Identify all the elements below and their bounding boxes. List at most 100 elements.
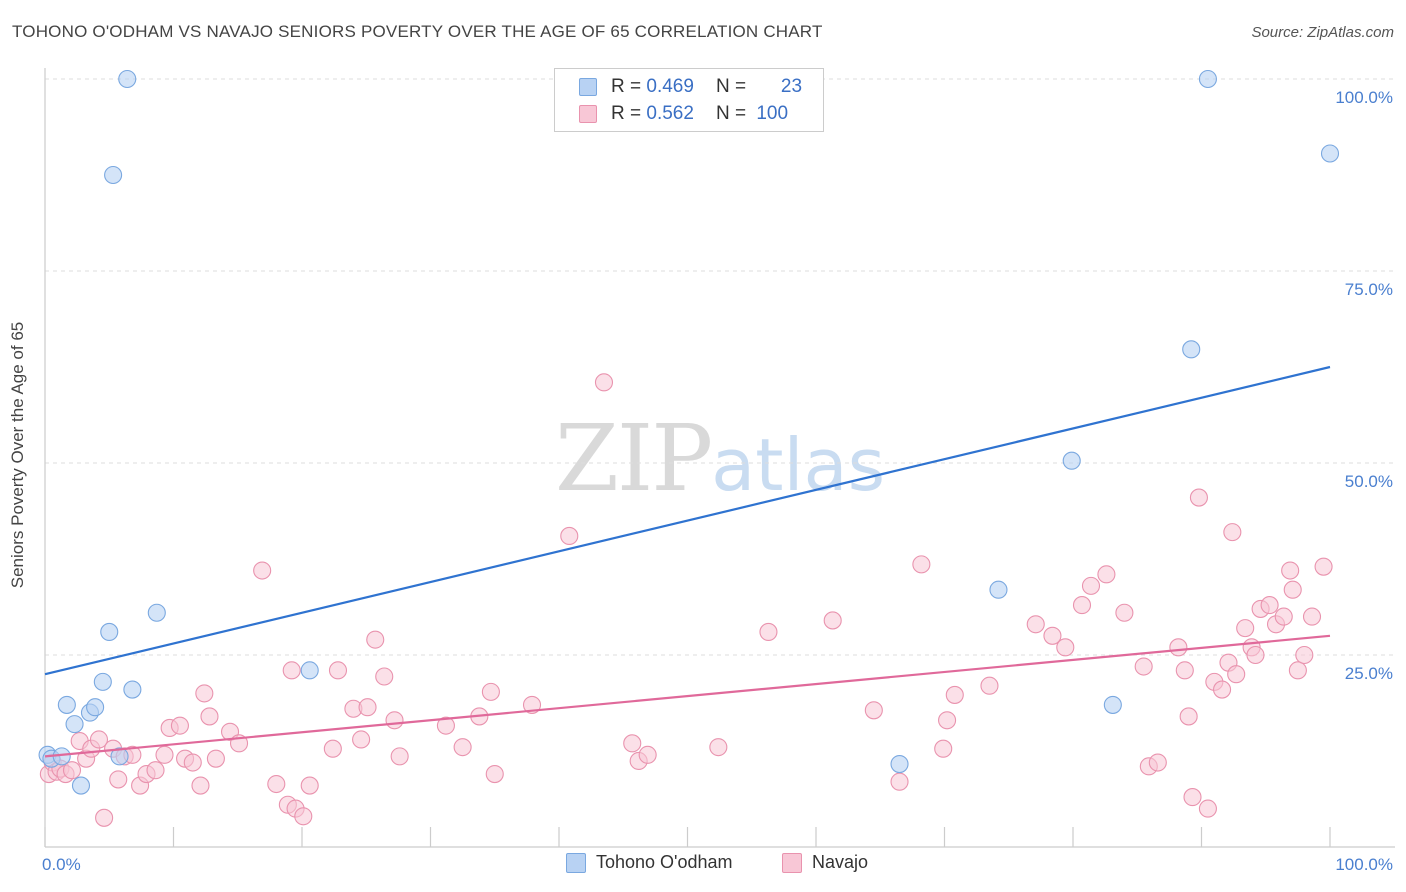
tohono-points <box>38 69 1340 795</box>
navajo-point <box>912 555 931 574</box>
navajo-point <box>638 745 657 764</box>
grid-lines <box>45 78 1395 656</box>
navajo-point <box>183 753 202 772</box>
navajo-point <box>594 373 614 392</box>
legend-r-label: R = <box>611 76 642 97</box>
navajo-point <box>980 676 999 695</box>
navajo-point <box>62 761 82 780</box>
navajo-point <box>267 774 286 794</box>
navajo-point <box>1288 661 1307 680</box>
series-swatch-navajo <box>782 852 802 873</box>
tohono-trend-line <box>44 365 1331 676</box>
tohono-point <box>123 680 142 699</box>
tohono-point <box>110 747 129 766</box>
navajo-point <box>1223 523 1242 542</box>
navajo-point <box>358 698 377 717</box>
legend-swatch-navajo <box>579 105 597 123</box>
navajo-point <box>282 661 301 680</box>
navajo-point <box>170 716 189 735</box>
navajo-point <box>481 682 500 701</box>
navajo-point <box>485 764 504 784</box>
navajo-point <box>1097 565 1116 584</box>
navajo-point <box>1179 707 1198 726</box>
legend-row-navajo: R = 0.562 N = 100 <box>579 102 788 126</box>
series-legend-navajo[interactable]: Navajo <box>782 852 868 873</box>
trend-lines <box>44 365 1331 758</box>
navajo-point <box>934 739 953 758</box>
legend-row-tohono: R = 0.469 N = 23 <box>579 75 802 99</box>
navajo-point <box>200 707 219 726</box>
tohono-point <box>1103 695 1122 714</box>
watermark-zip: ZIP <box>555 405 713 512</box>
navajo-point <box>1043 626 1062 645</box>
navajo-point <box>1072 596 1092 615</box>
navajo-point <box>366 630 385 649</box>
navajo-point <box>146 761 165 780</box>
navajo-point <box>300 776 319 795</box>
y-tick-label: 75.0% <box>1345 280 1393 299</box>
navajo-point <box>1148 753 1167 772</box>
tohono-point <box>300 661 319 680</box>
navajo-point <box>1274 607 1293 626</box>
tohono-point <box>57 695 76 714</box>
navajo-point <box>385 711 404 730</box>
navajo-point <box>453 738 472 757</box>
tohono-point <box>1182 340 1201 359</box>
navajo-point <box>1183 788 1202 807</box>
legend-n-value: 23 <box>780 76 803 97</box>
navajo-point <box>1314 557 1333 576</box>
navajo-point <box>1081 576 1101 595</box>
navajo-point <box>1213 680 1232 699</box>
navajo-point <box>945 685 964 704</box>
navajo-point <box>623 734 642 753</box>
series-legend-tohono[interactable]: Tohono O'odham <box>566 852 733 873</box>
tohono-point <box>1062 451 1081 470</box>
tohono-point <box>1198 69 1217 89</box>
tohono-point <box>93 672 112 691</box>
x-tick-label: 0.0% <box>42 855 81 874</box>
series-legend-label: Navajo <box>812 852 869 872</box>
navajo-point <box>1283 580 1302 599</box>
x-tick-label: 100.0% <box>1335 855 1393 874</box>
navajo-point <box>1302 607 1322 626</box>
navajo-point <box>864 701 883 720</box>
legend-r-value: 0.562 <box>646 103 694 124</box>
stats-legend: R = 0.469 N = 23 R = 0.562 N = 100 <box>554 68 824 132</box>
navajo-point <box>195 684 214 703</box>
navajo-point <box>1169 638 1188 657</box>
navajo-point <box>323 739 342 758</box>
navajo-point <box>1246 645 1265 665</box>
navajo-point <box>390 747 409 766</box>
navajo-point <box>1227 665 1246 684</box>
navajo-point <box>1281 561 1300 580</box>
navajo-point <box>253 561 272 580</box>
legend-n-value: 100 <box>756 103 789 124</box>
navajo-point <box>709 738 728 757</box>
tohono-point <box>890 755 909 774</box>
navajo-point <box>375 667 394 686</box>
tohono-point <box>147 603 166 622</box>
navajo-point <box>890 772 909 791</box>
navajo-trend-line <box>44 634 1331 758</box>
tohono-point <box>100 622 119 642</box>
navajo-points <box>39 373 1333 827</box>
navajo-point <box>522 695 542 714</box>
navajo-point <box>206 749 225 768</box>
navajo-point <box>560 526 579 546</box>
axes <box>44 68 1395 848</box>
series-legend: Tohono O'odham Navajo <box>0 852 1406 878</box>
navajo-point <box>95 808 114 827</box>
navajo-point <box>1175 661 1194 680</box>
legend-n-label: N = <box>715 103 747 124</box>
navajo-point <box>328 661 348 680</box>
navajo-point <box>1198 799 1217 818</box>
source-credit: Source: ZipAtlas.com <box>1251 24 1394 41</box>
tohono-point <box>989 580 1008 599</box>
navajo-point <box>1295 645 1314 665</box>
navajo-point <box>1189 488 1208 507</box>
tohono-point <box>71 776 91 795</box>
navajo-point <box>352 730 371 749</box>
legend-n-label: N = <box>715 76 747 97</box>
tohono-point <box>104 165 123 185</box>
